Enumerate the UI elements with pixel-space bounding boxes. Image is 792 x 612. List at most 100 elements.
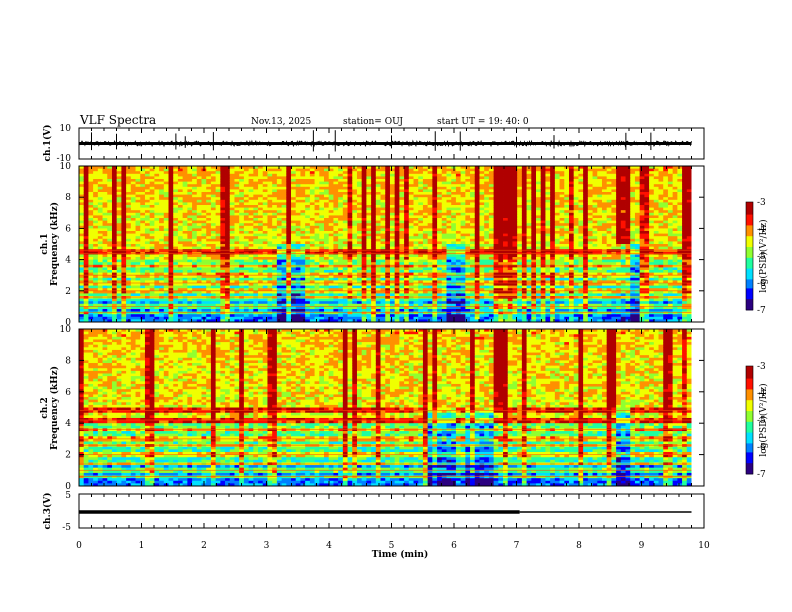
spectrogram-cell [309, 267, 315, 271]
spectrogram-cell [394, 264, 400, 268]
spectrogram-cell [111, 285, 118, 289]
spectrogram-cell [366, 181, 372, 185]
spectrogram-cell [149, 189, 155, 193]
spectrogram-cell [342, 264, 348, 268]
spectrogram-cell [451, 212, 457, 216]
spectrogram-cell [97, 184, 103, 188]
spectrogram-cell [342, 168, 348, 172]
spectrogram-cell [201, 207, 207, 211]
spectrogram-cell [300, 316, 306, 320]
spectrogram-cell [300, 179, 306, 182]
spectrogram-cell [173, 199, 179, 203]
spectrogram-cell [93, 244, 99, 247]
spectrogram-cell [300, 296, 306, 299]
spectrogram-cell [380, 238, 386, 242]
spectrogram-cell [163, 262, 169, 266]
spectrogram-cell [130, 283, 136, 286]
spectrogram-cell [333, 267, 339, 271]
spectrogram-cell [182, 168, 188, 172]
spectrogram-cell [258, 267, 264, 271]
spectrogram-cell [168, 171, 174, 175]
spectrogram-cell [243, 303, 250, 307]
spectrogram-cell [451, 233, 457, 237]
spectrogram-cell [347, 199, 353, 203]
spectrogram-cell [88, 301, 94, 305]
spectrogram-cell [305, 298, 311, 302]
spectrogram-cell [225, 280, 231, 284]
spectrogram-cell [380, 179, 386, 182]
spectrogram-cell [432, 181, 438, 185]
spectrogram-cell [427, 205, 433, 208]
spectrogram-cell [88, 210, 94, 214]
spectrogram-cell [286, 192, 292, 195]
spectrogram-cell [427, 179, 433, 182]
spectrogram-cell [253, 189, 259, 193]
spectrogram-cell [258, 262, 264, 266]
spectrogram-cell [389, 218, 396, 221]
spectrogram-cell [352, 210, 358, 214]
spectrogram-cell [126, 207, 132, 211]
spectrogram-cell [272, 192, 278, 195]
spectrogram-cell [319, 220, 325, 224]
spectrogram-cell [144, 275, 151, 279]
spectrogram-cell [234, 225, 240, 229]
spectrogram-cell [451, 301, 457, 305]
spectrogram-cell [451, 231, 457, 234]
spectrogram-cell [149, 228, 155, 232]
spectrogram-cell [281, 184, 287, 188]
spectrogram-cell [144, 262, 151, 266]
spectrogram-cell [220, 166, 226, 169]
spectrogram-cell [135, 264, 141, 268]
spectrogram-cell [455, 249, 462, 253]
spectrogram-cell [342, 220, 348, 224]
spectrogram-cell [97, 249, 103, 253]
spectrogram-cell [154, 319, 160, 323]
spectrogram-cell [281, 306, 287, 310]
spectrogram-cell [135, 231, 141, 234]
spectrogram-cell [196, 301, 202, 305]
spectrogram-cell [305, 257, 311, 260]
spectrogram-cell [220, 270, 226, 273]
spectrogram-cell [408, 186, 414, 190]
spectrogram-cell [248, 319, 254, 323]
spectrogram-cell [93, 293, 99, 297]
spectrogram-cell [173, 192, 179, 195]
spectrogram-cell [83, 192, 89, 195]
spectrogram-cell [441, 220, 447, 224]
spectrogram-cell [272, 205, 278, 208]
spectrogram-cell [422, 231, 429, 234]
spectrogram-cell [399, 311, 405, 315]
spectrogram-cell [229, 186, 235, 190]
spectrogram-cell [305, 233, 311, 237]
spectrogram-cell [93, 236, 99, 240]
spectrogram-cell [144, 225, 151, 229]
spectrogram-cell [295, 257, 301, 260]
spectrogram-cell [309, 275, 315, 279]
spectrogram-cell [455, 259, 462, 263]
spectrogram-cell [394, 215, 400, 219]
spectrogram-cell [338, 264, 344, 268]
spectrogram-cell [182, 267, 188, 271]
spectrogram-cell [163, 186, 169, 190]
spectrogram-cell [196, 228, 202, 232]
spectrogram-cell [140, 176, 146, 180]
spectrogram-cell [352, 272, 358, 276]
spectrogram-cell [210, 231, 217, 234]
spectrogram-cell [130, 228, 136, 232]
spectrogram-cell [333, 233, 339, 237]
spectrogram-cell [229, 212, 235, 216]
spectrogram-cell [451, 306, 457, 310]
spectrogram-cell [154, 267, 160, 271]
spectrogram-cell [347, 264, 353, 268]
spectrogram-cell [352, 246, 358, 250]
spectrogram-cell [116, 181, 122, 185]
spectrogram-cell [239, 205, 245, 208]
spectrogram-cell [168, 173, 174, 177]
spectrogram-cell [451, 272, 457, 276]
spectrogram-cell [126, 316, 132, 320]
spectrogram-cell [324, 189, 330, 193]
spectrogram-cell [408, 257, 414, 260]
spectrogram-cell [272, 241, 278, 245]
spectrogram-cell [210, 267, 217, 271]
spectrogram-cell [126, 241, 132, 245]
